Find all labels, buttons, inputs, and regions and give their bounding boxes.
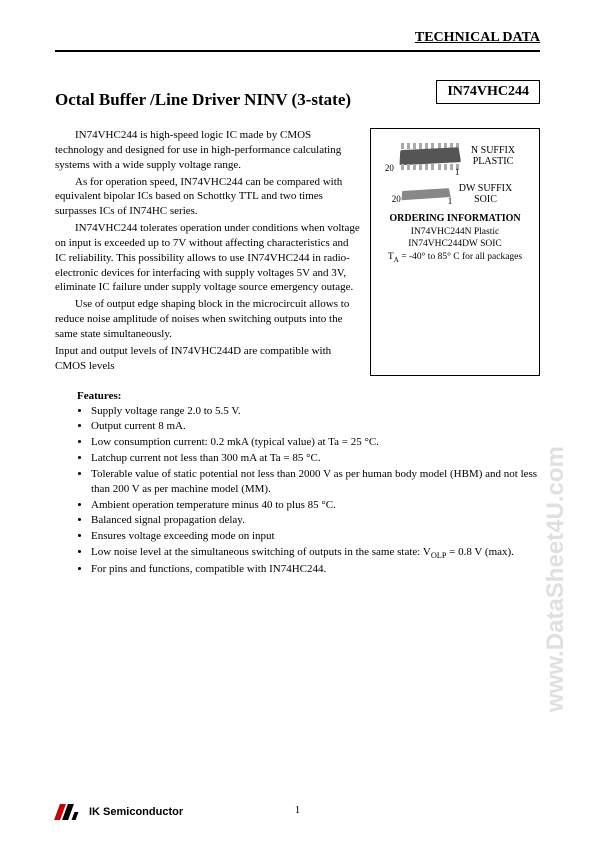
desc-p5: Input and output levels of IN74VHC244D a… <box>55 344 360 374</box>
header-rule <box>55 50 540 52</box>
pin-20-label-soic: 20 <box>392 194 401 204</box>
desc-p4: Use of output edge shaping block in the … <box>55 297 360 342</box>
page-body: TECHNICAL DATA Octal Buffer /Line Driver… <box>0 0 595 608</box>
desc-p1: IN74VHC244 is high-speed logic IC made b… <box>55 128 360 173</box>
page-footer: IK Semiconductor 1 <box>0 804 595 816</box>
ordering-info-lines: IN74VHC244N Plastic IN74VHC244DW SOIC TA… <box>377 226 533 265</box>
description-column: IN74VHC244 is high-speed logic IC made b… <box>55 128 360 376</box>
feature-item: Ensures voltage exceeding mode on input <box>91 529 540 544</box>
ordering-info-title: ORDERING INFORMATION <box>377 213 533 224</box>
feature-item: Balanced signal propagation delay. <box>91 513 540 528</box>
pin-1-label: 1 <box>455 167 460 177</box>
pin-20-label: 20 <box>385 163 394 173</box>
feature-item: Low consumption current: 0.2 mkA (typica… <box>91 435 540 450</box>
order-temp-line: TA = -40° to 85° C for all packages <box>377 251 533 265</box>
features-title: Features: <box>77 390 540 402</box>
order-line-2: IN74VHC244DW SOIC <box>377 238 533 250</box>
soic-package-icon <box>398 184 453 204</box>
feature-item: Ambient operation temperature minus 40 t… <box>91 498 540 513</box>
dw-suffix-label: DW SUFFIXSOIC <box>459 183 512 205</box>
feature-item: Output current 8 mA. <box>91 419 540 434</box>
feature-item: For pins and functions, compatible with … <box>91 562 540 577</box>
package-soic-row: 20 1 DW SUFFIXSOIC <box>377 183 533 205</box>
brand-name: IK Semiconductor <box>89 806 183 818</box>
ik-logo-icon <box>55 804 83 820</box>
document-title: Octal Buffer /Line Driver NINV (3-state) <box>55 90 351 110</box>
feature-item: Latchup current not less than 300 mA at … <box>91 451 540 466</box>
package-ordering-box: 20 1 N SUFFIXPLASTIC 20 1 DW SUFFIXSOIC … <box>370 128 540 376</box>
title-row: Octal Buffer /Line Driver NINV (3-state)… <box>55 80 540 110</box>
part-number-box: IN74VHC244 <box>436 80 540 104</box>
n-suffix-label: N SUFFIXPLASTIC <box>471 145 515 167</box>
package-dip-row: 20 1 N SUFFIXPLASTIC <box>377 137 533 175</box>
page-number: 1 <box>295 804 301 816</box>
desc-p2: As for operation speed, IN74VHC244 can b… <box>55 175 360 220</box>
header-technical-data: TECHNICAL DATA <box>55 30 540 46</box>
feature-item-volp: Low noise level at the simultaneous swit… <box>91 545 540 561</box>
pin-1-label-soic: 1 <box>448 196 453 206</box>
features-block: Features: Supply voltage range 2.0 to 5.… <box>55 390 540 578</box>
feature-item: Tolerable value of static potential not … <box>91 467 540 497</box>
content-row: IN74VHC244 is high-speed logic IC made b… <box>55 128 540 376</box>
features-list: Supply voltage range 2.0 to 5.5 V. Outpu… <box>77 404 540 578</box>
feature-item: Supply voltage range 2.0 to 5.5 V. <box>91 404 540 419</box>
footer-brand: IK Semiconductor <box>55 804 183 820</box>
desc-p3: IN74VHC244 tolerates operation under con… <box>55 221 360 295</box>
order-line-1: IN74VHC244N Plastic <box>377 226 533 238</box>
